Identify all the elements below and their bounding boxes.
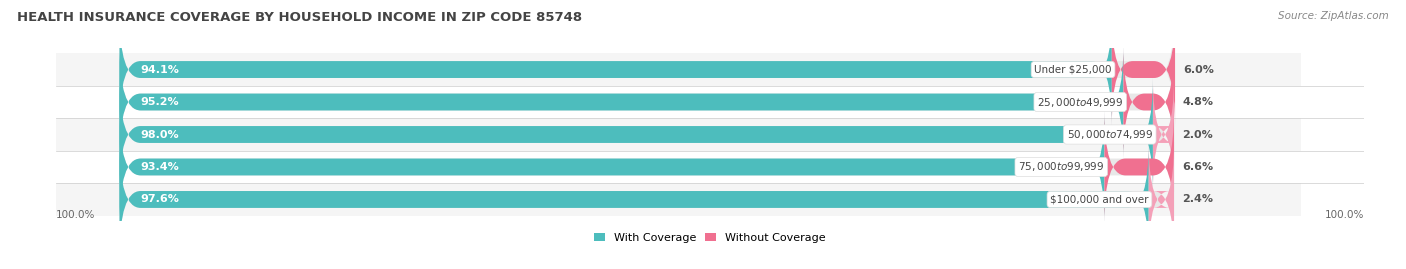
Text: HEALTH INSURANCE COVERAGE BY HOUSEHOLD INCOME IN ZIP CODE 85748: HEALTH INSURANCE COVERAGE BY HOUSEHOLD I… (17, 11, 582, 24)
FancyBboxPatch shape (1149, 143, 1174, 256)
Bar (35, 183, 1301, 216)
Bar (35, 118, 1301, 151)
FancyBboxPatch shape (120, 45, 1123, 158)
Text: 100.0%: 100.0% (56, 210, 96, 220)
FancyBboxPatch shape (120, 143, 1174, 256)
FancyBboxPatch shape (120, 111, 1105, 224)
Bar (35, 151, 1301, 183)
Text: $25,000 to $49,999: $25,000 to $49,999 (1038, 95, 1123, 108)
Text: 2.0%: 2.0% (1182, 129, 1213, 140)
Text: $50,000 to $74,999: $50,000 to $74,999 (1067, 128, 1153, 141)
Text: 4.8%: 4.8% (1182, 97, 1213, 107)
FancyBboxPatch shape (120, 45, 1174, 158)
FancyBboxPatch shape (120, 78, 1174, 191)
FancyBboxPatch shape (1153, 78, 1174, 191)
Text: $100,000 and over: $100,000 and over (1050, 194, 1149, 204)
Legend: With Coverage, Without Coverage: With Coverage, Without Coverage (591, 229, 830, 246)
Text: 98.0%: 98.0% (141, 129, 179, 140)
Text: Source: ZipAtlas.com: Source: ZipAtlas.com (1278, 11, 1389, 21)
FancyBboxPatch shape (1123, 45, 1174, 158)
Bar (35, 53, 1301, 86)
FancyBboxPatch shape (1105, 111, 1174, 224)
FancyBboxPatch shape (120, 13, 1112, 126)
Text: 6.6%: 6.6% (1182, 162, 1213, 172)
FancyBboxPatch shape (120, 13, 1174, 126)
FancyBboxPatch shape (120, 78, 1153, 191)
Text: 97.6%: 97.6% (141, 194, 180, 204)
Text: 93.4%: 93.4% (141, 162, 180, 172)
Text: Under $25,000: Under $25,000 (1035, 65, 1112, 75)
Text: 94.1%: 94.1% (141, 65, 180, 75)
Text: 95.2%: 95.2% (141, 97, 179, 107)
Text: 6.0%: 6.0% (1184, 65, 1215, 75)
FancyBboxPatch shape (120, 143, 1149, 256)
Text: 100.0%: 100.0% (1324, 210, 1364, 220)
Text: 2.4%: 2.4% (1182, 194, 1213, 204)
FancyBboxPatch shape (1112, 13, 1175, 126)
Bar (35, 86, 1301, 118)
FancyBboxPatch shape (120, 111, 1174, 224)
Text: $75,000 to $99,999: $75,000 to $99,999 (1018, 161, 1105, 174)
